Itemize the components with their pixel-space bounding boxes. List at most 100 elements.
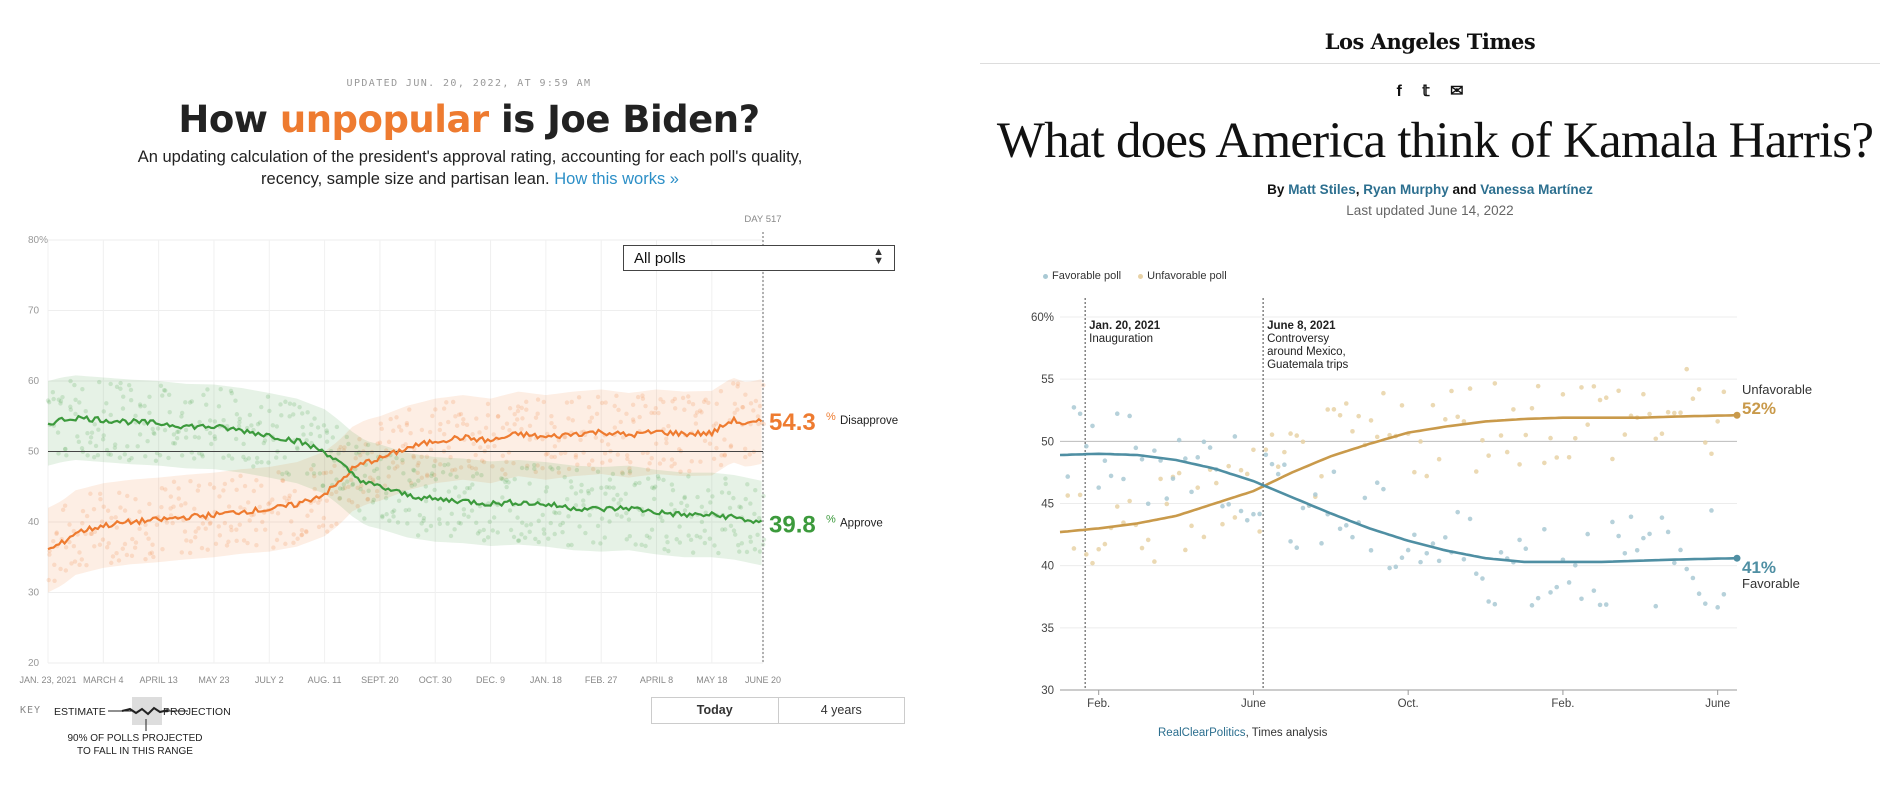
poll-dot [183, 427, 189, 433]
poll-dot [614, 393, 619, 399]
poll-dot [309, 508, 314, 513]
toggle-4-years-button[interactable]: 4 years [820, 703, 862, 717]
header-divider [980, 63, 1880, 64]
poll-dot [587, 512, 592, 518]
poll-dot [686, 533, 691, 538]
x-tick-label: SEPT. 20 [361, 675, 399, 685]
poll-dot [649, 485, 655, 490]
poll-dot [437, 506, 443, 511]
poll-dot [1269, 461, 1275, 467]
toggle-today-button[interactable]: Today [652, 698, 779, 723]
twitter-icon[interactable]: 𝕥 [1422, 83, 1430, 100]
poll-dot [196, 483, 202, 488]
poll-dot [1715, 605, 1720, 610]
y-tick-label: 40 [1041, 561, 1054, 573]
poll-dot [1381, 390, 1386, 396]
poll-dot [118, 386, 123, 391]
poll-dot [752, 511, 757, 517]
poll-dot [226, 539, 231, 544]
poll-dot [589, 415, 595, 420]
poll-dot [334, 521, 339, 527]
poll-dot [686, 474, 691, 479]
poll-dot [251, 464, 256, 469]
poll-dot [305, 513, 310, 518]
poll-dot [217, 494, 222, 499]
x-tick-label: Feb. [1551, 698, 1574, 710]
poll-dot [1659, 431, 1665, 437]
poll-dot [651, 496, 657, 502]
poll-dot [153, 458, 159, 464]
poll-dot [1628, 514, 1634, 520]
poll-dot [129, 553, 135, 559]
poll-dot [234, 527, 239, 532]
poll-dot [274, 455, 279, 460]
poll-dot [1622, 432, 1628, 437]
author-link[interactable]: Vanessa Martínez [1480, 182, 1593, 197]
poll-dot [1548, 435, 1553, 441]
poll-dot [365, 451, 370, 456]
poll-dot [71, 528, 77, 534]
harris-chart: 60% 55 50 45 40 35 30 Feb. June Oct. Feb. June Jan. … [1031, 298, 1812, 710]
final-value-favorable: 41% [1742, 558, 1776, 577]
poll-dot [375, 493, 380, 499]
poll-dot [317, 434, 323, 439]
poll-dot [454, 423, 460, 428]
poll-dot [1498, 433, 1504, 438]
lat-logo[interactable]: Los Angeles Times [1324, 29, 1536, 54]
poll-dot [72, 559, 78, 564]
poll-dot [378, 421, 383, 426]
author-link[interactable]: Matt Stiles [1288, 182, 1356, 197]
poll-dot [308, 431, 314, 437]
poll-dot [625, 456, 630, 462]
poll-dot [627, 470, 632, 476]
source-link[interactable]: RealClearPolitics [1158, 727, 1246, 739]
poll-dot [549, 413, 554, 419]
poll-dot [358, 453, 363, 458]
poll-dot [1343, 401, 1349, 406]
poll-dot [255, 422, 261, 427]
poll-dot [461, 417, 466, 422]
poll-dot [346, 441, 351, 447]
poll-dot [83, 408, 88, 414]
poll-dot [261, 440, 266, 446]
facebook-icon[interactable]: f [1396, 83, 1402, 100]
how-this-works-link[interactable]: How this works » [554, 170, 679, 188]
poll-dot [353, 456, 358, 461]
poll-dot [299, 533, 304, 538]
final-value-disapprove: 54.3 [769, 409, 816, 436]
poll-dot [100, 537, 106, 542]
poll-dot [748, 501, 753, 506]
poll-dot [324, 428, 329, 433]
poll-dot [620, 471, 625, 476]
poll-dot [628, 459, 633, 465]
poll-dot [267, 408, 272, 414]
poll-dot [416, 478, 421, 483]
poll-dot [179, 453, 185, 458]
poll-filter-select[interactable]: All polls ▲ ▼ [623, 245, 895, 271]
poll-dot [267, 500, 272, 505]
poll-dot [394, 455, 399, 461]
poll-dot [324, 498, 329, 503]
poll-dot [1653, 436, 1659, 442]
poll-dot [533, 469, 538, 475]
poll-dot [374, 466, 380, 472]
poll-dot [456, 412, 462, 417]
poll-dot [68, 378, 73, 384]
poll-filter-value: All polls [634, 250, 686, 267]
poll-dot [249, 423, 254, 428]
poll-dot [682, 508, 688, 513]
poll-dot [1467, 516, 1473, 522]
author-link[interactable]: Ryan Murphy [1363, 182, 1449, 197]
poll-dot [556, 470, 562, 475]
poll-dot [377, 440, 383, 445]
poll-dot [487, 519, 492, 524]
email-icon[interactable]: ✉ [1450, 83, 1464, 100]
poll-dot [1535, 595, 1541, 601]
poll-dot [138, 404, 143, 409]
poll-dot [262, 438, 268, 443]
poll-dot [474, 520, 479, 525]
poll-dot [640, 396, 646, 401]
poll-dot [280, 471, 285, 477]
poll-dot [540, 512, 545, 518]
poll-dot [1554, 455, 1560, 460]
